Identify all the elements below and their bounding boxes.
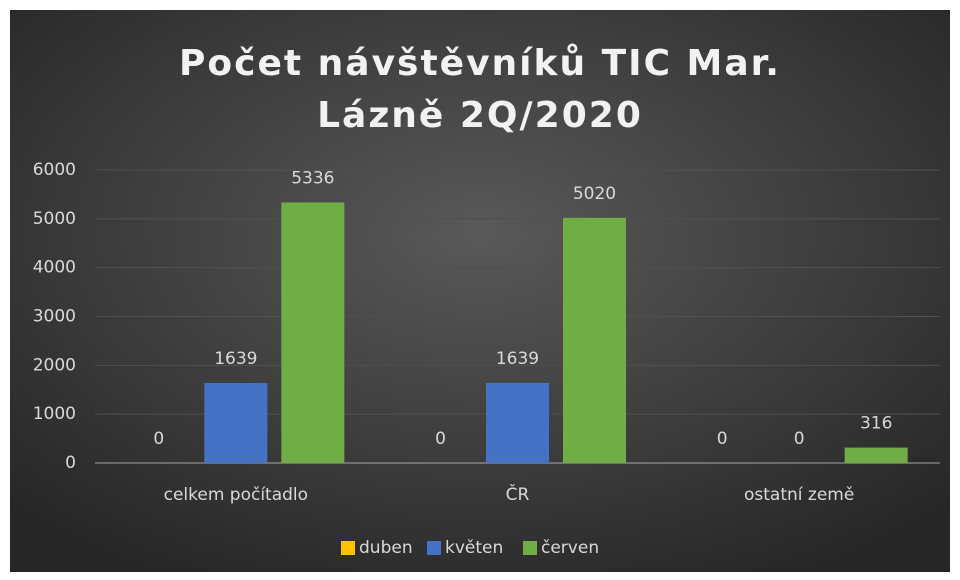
x-tick-label: ČR — [506, 483, 530, 505]
data-label: 5336 — [291, 168, 334, 188]
bar — [486, 382, 549, 463]
y-tick-label: 6000 — [33, 160, 76, 180]
data-label: 0 — [153, 429, 164, 449]
data-label: 316 — [860, 414, 892, 434]
legend-swatch — [341, 541, 355, 555]
data-label: 0 — [435, 429, 446, 449]
data-label: 0 — [794, 429, 805, 449]
bar — [844, 447, 908, 463]
y-tick-label: 5000 — [33, 209, 76, 229]
data-label: 0 — [717, 429, 728, 449]
bar — [281, 202, 345, 463]
x-tick-label: celkem počítadlo — [164, 485, 308, 505]
y-tick-label: 1000 — [33, 404, 76, 424]
legend-label: květen — [445, 538, 503, 558]
legend-swatch — [523, 541, 537, 555]
x-tick-label: ostatní země — [744, 485, 854, 505]
y-tick-label: 3000 — [33, 307, 76, 327]
chart-background — [10, 10, 950, 572]
legend-label: červen — [541, 538, 599, 558]
y-tick-label: 2000 — [33, 355, 76, 375]
chart-title: Počet návštěvníků TIC Mar. Lázně 2Q/2020 — [179, 43, 781, 136]
y-tick-label: 4000 — [33, 258, 76, 278]
bar — [204, 382, 268, 463]
data-label: 5020 — [573, 184, 616, 204]
legend-label: duben — [359, 538, 413, 558]
data-label: 1639 — [214, 349, 257, 369]
bar — [563, 217, 626, 463]
legend-swatch — [427, 541, 441, 555]
data-label: 1639 — [496, 349, 539, 369]
y-tick-label: 0 — [65, 453, 76, 473]
